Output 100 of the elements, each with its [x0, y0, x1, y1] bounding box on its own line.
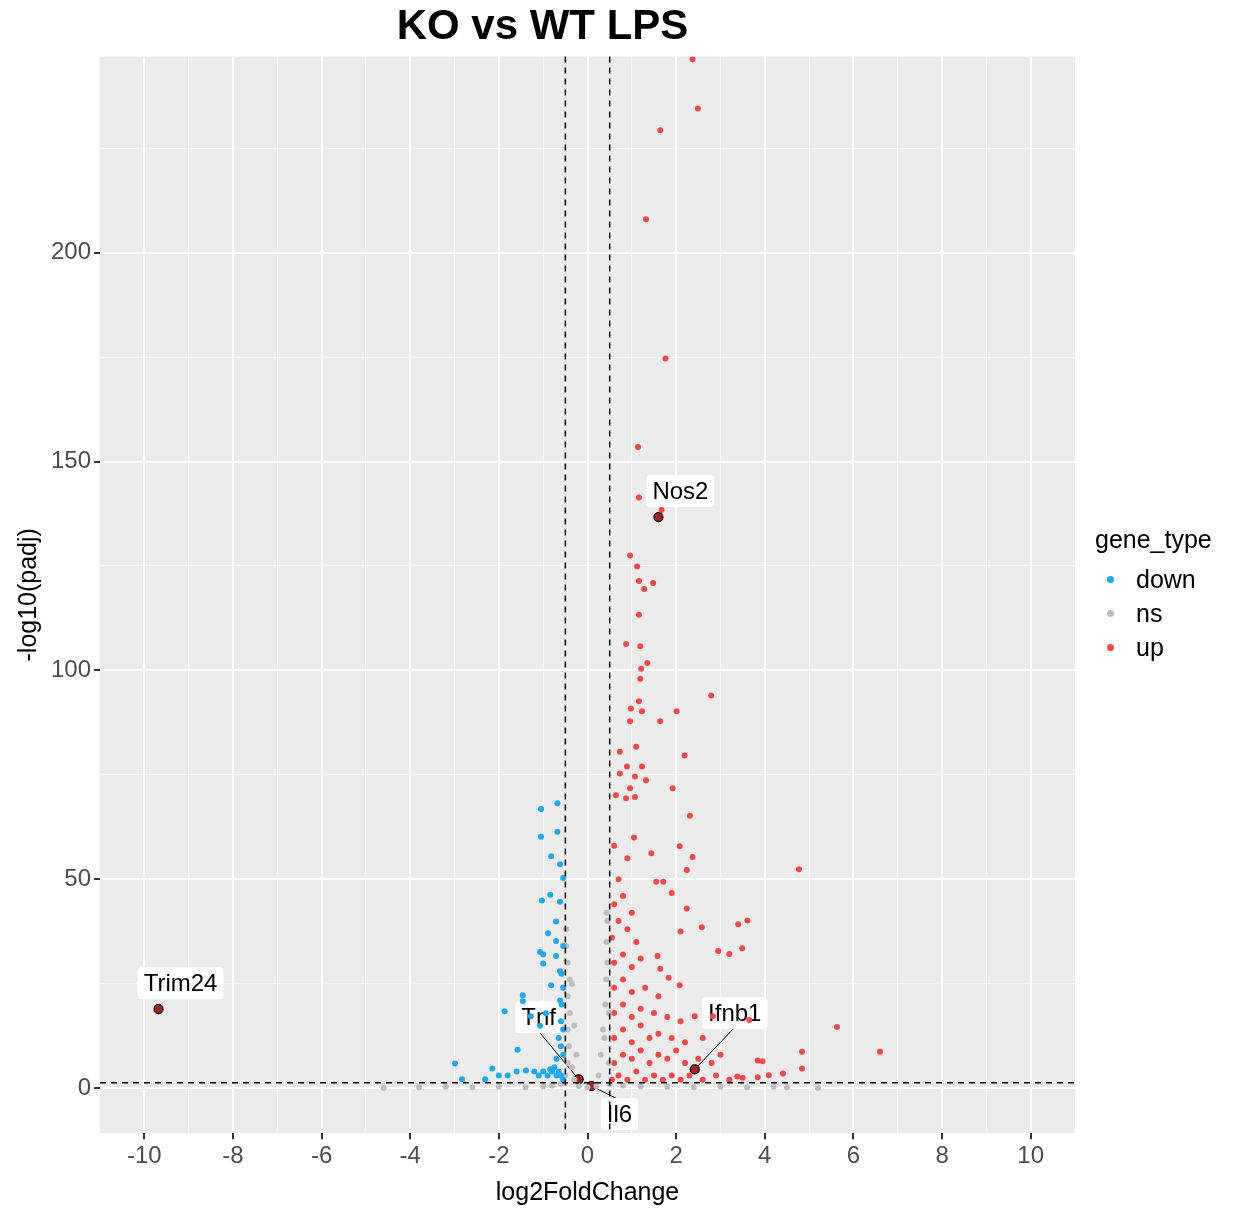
x-axis-title: log2FoldChange — [495, 1176, 680, 1205]
point — [540, 1083, 547, 1090]
point — [573, 1051, 580, 1058]
point — [560, 1026, 567, 1033]
point — [548, 982, 555, 989]
point — [513, 1068, 520, 1075]
x-tick-label: -4 — [399, 1141, 421, 1169]
point — [690, 1084, 697, 1091]
point — [553, 938, 560, 945]
x-tick-label: 8 — [935, 1141, 949, 1169]
point — [553, 953, 560, 960]
chart-title: KO vs WT LPS — [396, 0, 689, 48]
point — [537, 833, 544, 840]
point — [557, 1080, 564, 1087]
point — [566, 1009, 573, 1016]
point — [554, 828, 561, 835]
x-tick-label: 10 — [1017, 1141, 1045, 1169]
x-tick-label: 2 — [669, 1141, 683, 1169]
point — [557, 1018, 564, 1025]
point — [544, 1072, 551, 1079]
point — [597, 1051, 604, 1058]
x-tick-label: 0 — [580, 1141, 595, 1169]
y-tick-label: 50 — [64, 863, 92, 891]
point — [540, 1068, 547, 1075]
point — [531, 1068, 538, 1075]
point — [814, 1085, 821, 1092]
annotation: Trim24 — [143, 968, 218, 996]
point — [553, 1072, 560, 1079]
point — [637, 1083, 644, 1090]
point — [744, 1084, 751, 1091]
point — [519, 998, 526, 1005]
x-tick-label: -6 — [310, 1141, 333, 1169]
point — [560, 1051, 567, 1058]
point — [560, 984, 567, 991]
point — [783, 1084, 790, 1091]
point — [595, 1072, 602, 1079]
point — [555, 1034, 562, 1041]
point — [519, 992, 526, 999]
point — [553, 1055, 560, 1062]
point — [557, 898, 564, 905]
point — [593, 1083, 600, 1089]
point — [571, 1022, 578, 1029]
point — [575, 1083, 582, 1089]
point — [545, 930, 552, 937]
legend-title: gene_type — [1095, 525, 1212, 554]
point — [557, 1043, 564, 1050]
point — [514, 1046, 521, 1053]
point — [560, 874, 567, 881]
point — [566, 976, 573, 983]
x-tick-label: -8 — [222, 1141, 244, 1169]
point — [664, 1083, 671, 1090]
point — [571, 1076, 578, 1083]
point — [555, 1068, 562, 1075]
point — [564, 993, 571, 1000]
point — [603, 909, 610, 916]
y-tick-label: 0 — [77, 1072, 92, 1100]
point — [565, 1043, 572, 1050]
legend-label: up — [1136, 632, 1164, 662]
point — [717, 1083, 724, 1090]
point — [619, 1082, 626, 1089]
point — [489, 1065, 496, 1072]
point — [549, 1082, 556, 1089]
point — [547, 891, 554, 898]
point — [540, 960, 547, 967]
y-tick-label: 100 — [51, 655, 92, 683]
y-tick-label: 150 — [51, 446, 92, 474]
legend-label: down — [1136, 564, 1196, 594]
point — [482, 1076, 489, 1083]
point — [557, 997, 564, 1004]
point — [416, 1084, 423, 1091]
legend-label: ns — [1136, 598, 1163, 628]
point — [603, 938, 610, 945]
point — [770, 1083, 777, 1090]
annotation: Nos2 — [652, 476, 709, 504]
y-tick-label: 200 — [51, 237, 92, 265]
y-axis-title: -log10(padj) — [12, 528, 41, 662]
x-tick-label: -2 — [488, 1141, 510, 1169]
x-tick-label: 6 — [846, 1141, 861, 1169]
point — [569, 1064, 576, 1071]
point — [558, 1001, 565, 1008]
point — [584, 1084, 591, 1091]
point — [653, 512, 664, 523]
annotation: Il6 — [606, 1099, 633, 1127]
point — [569, 980, 576, 987]
point — [689, 1064, 700, 1075]
point — [495, 1072, 502, 1079]
point — [602, 1001, 609, 1008]
point — [554, 800, 561, 807]
point — [501, 1008, 508, 1015]
point — [603, 976, 610, 983]
point — [537, 806, 544, 813]
point — [557, 861, 564, 868]
point — [535, 1072, 542, 1079]
point — [153, 1004, 164, 1015]
point — [601, 1034, 608, 1041]
point — [600, 1026, 607, 1033]
point — [380, 1085, 387, 1092]
x-tick-label: -10 — [127, 1141, 162, 1169]
point — [522, 1067, 529, 1074]
point — [522, 1084, 529, 1091]
